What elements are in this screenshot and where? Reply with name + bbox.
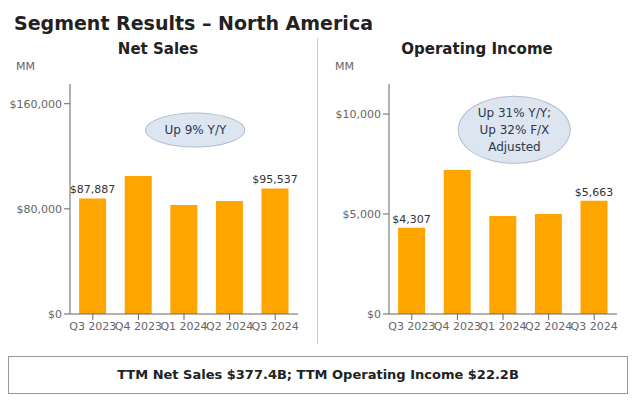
html-text:Up 31% Y/Y; Up 32% F/X Adjuste: Up 31% Y/Y; Up 32% F/X Adjusted [477,105,552,154]
svg-text:Q3 2024: Q3 2024 [571,320,618,333]
html-text:Up 9% Y/Y: Up 9% Y/Y [164,122,227,137]
html-text:Operating Income: Operating Income [401,40,553,58]
svg-text:$0: $0 [367,308,381,321]
svg-text:$160,000: $160,000 [10,98,63,111]
svg-text:$4,307: $4,307 [392,213,431,226]
svg-text:$10,000: $10,000 [336,108,382,121]
svg-text:$5,663: $5,663 [575,186,614,199]
svg-text:Q3 2024: Q3 2024 [252,320,299,333]
svg-text:Q4 2023: Q4 2023 [115,320,162,333]
svg-text:Q1 2024: Q1 2024 [479,320,526,333]
svg-text:Q3 2023: Q3 2023 [388,320,435,333]
svg-text:$5,000: $5,000 [343,208,382,221]
html-text:Segment Results – North Americ: Segment Results – North America [14,12,373,34]
svg-text:Q3 2023: Q3 2023 [69,320,116,333]
svg-text:$0: $0 [48,308,62,321]
svg-text:Q1 2024: Q1 2024 [160,320,207,333]
html-text:TTM Net Sales $377.4B; TTM Ope: TTM Net Sales $377.4B; TTM Operating Inc… [117,367,519,382]
html-text:Net Sales: Net Sales [117,40,199,58]
svg-text:$87,887: $87,887 [70,183,116,196]
svg-text:$80,000: $80,000 [17,203,63,216]
html-text:MM: MM [16,60,35,73]
svg-text:Q2 2024: Q2 2024 [206,320,253,333]
html-text:MM: MM [335,60,354,73]
svg-text:Q4 2023: Q4 2023 [434,320,481,333]
svg-text:$95,537: $95,537 [252,173,298,186]
svg-text:Q2 2024: Q2 2024 [525,320,572,333]
